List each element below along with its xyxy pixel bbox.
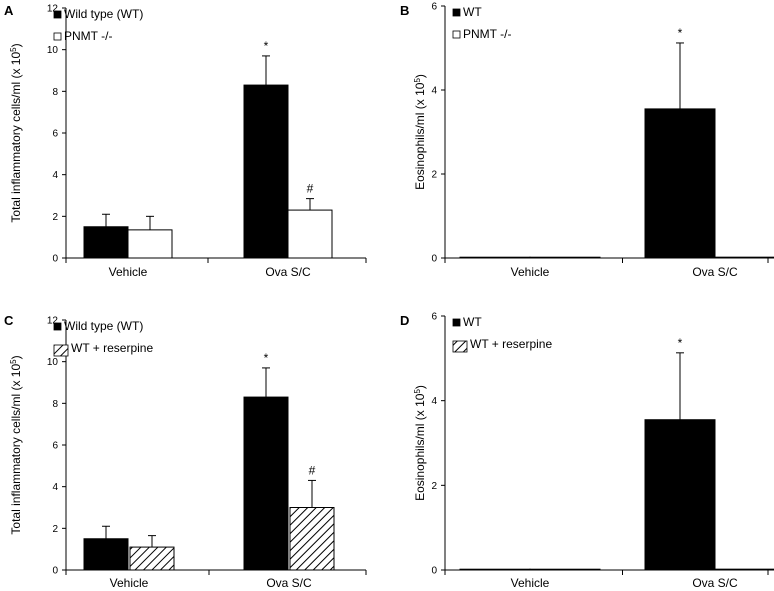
significance-marker: * xyxy=(678,26,683,40)
y-tick-label: 4 xyxy=(431,86,437,97)
y-tick-label: 10 xyxy=(47,45,59,56)
legend-swatch xyxy=(452,340,468,353)
y-tick-label: 0 xyxy=(52,254,58,265)
significance-marker: * xyxy=(264,39,269,53)
bar xyxy=(529,256,601,259)
panel-a: A 0 2 4 6 8 10 12 Total inflammatory cells/ml (x… xyxy=(4,3,367,279)
category-label: Vehicle xyxy=(511,265,550,279)
y-tick-label: 2 xyxy=(52,212,58,223)
bar xyxy=(243,84,289,259)
bar xyxy=(243,396,289,571)
y-tick-label: 6 xyxy=(431,312,437,323)
y-axis-label: Eosinophils/ml (x 105) xyxy=(413,385,428,501)
panel-letter: D xyxy=(400,313,409,328)
bar xyxy=(459,568,531,571)
y-axis-label: Total inflammatory cells/ml (x 105) xyxy=(9,355,24,534)
legend-swatch xyxy=(53,322,62,331)
significance-marker: # xyxy=(307,182,314,196)
category-label: Vehicle xyxy=(110,576,149,590)
bar xyxy=(129,546,175,571)
legend-label: WT xyxy=(463,315,482,329)
y-tick-label: 6 xyxy=(431,2,437,13)
legend-label: Wild type (WT) xyxy=(64,319,143,333)
y-tick-label: 12 xyxy=(47,4,59,15)
category-label: Ova S/C xyxy=(265,265,311,279)
y-tick-label: 8 xyxy=(52,399,58,410)
panel-letter: B xyxy=(400,3,409,18)
bar xyxy=(644,419,716,571)
y-tick-label: 0 xyxy=(431,254,437,265)
panel-letter: C xyxy=(4,313,14,328)
y-axis-label: Total inflammatory cells/ml (x 105) xyxy=(9,43,24,222)
bar xyxy=(83,538,129,571)
y-tick-label: 12 xyxy=(47,316,59,327)
bar xyxy=(644,108,716,259)
significance-marker: * xyxy=(264,351,269,365)
bar xyxy=(127,229,173,259)
panel-letter: A xyxy=(4,3,14,18)
legend-label: PNMT -/- xyxy=(64,29,112,43)
bar xyxy=(287,209,333,259)
y-tick-label: 6 xyxy=(52,129,58,140)
category-label: Vehicle xyxy=(511,576,550,590)
legend-label: WT + reserpine xyxy=(71,341,153,355)
significance-marker: * xyxy=(678,336,683,350)
y-tick-label: 4 xyxy=(52,170,58,181)
legend-swatch xyxy=(53,10,62,19)
category-label: Ova S/C xyxy=(266,576,312,590)
significance-marker: # xyxy=(309,463,316,477)
bar xyxy=(714,256,774,259)
y-tick-label: 2 xyxy=(431,170,437,181)
bar xyxy=(714,568,774,571)
panel-c: C 0 2 4 6 8 10 12 Total inflammatory cells/ml (x… xyxy=(4,313,367,590)
legend-swatch xyxy=(452,30,461,39)
legend-label: WT + reserpine xyxy=(470,337,552,351)
y-tick-label: 4 xyxy=(431,396,437,407)
y-tick-label: 0 xyxy=(431,566,437,577)
y-tick-label: 10 xyxy=(47,357,59,368)
category-label: Vehicle xyxy=(109,265,148,279)
legend-label: PNMT -/- xyxy=(463,27,511,41)
y-axis-label: Eosinophils/ml (x 105) xyxy=(413,74,428,190)
bar xyxy=(83,226,129,259)
bar xyxy=(459,256,531,259)
legend-swatch xyxy=(452,318,461,327)
panel-d: D 0 2 4 6 Eosinophils/ml (x 105) * Vehicle Ova S… xyxy=(400,312,774,590)
legend-label: Wild type (WT) xyxy=(64,7,143,21)
y-tick-label: 6 xyxy=(52,441,58,452)
panel-b: B 0 2 4 6 Eosinophils/ml (x 105) * Vehicle Ova S… xyxy=(400,2,774,279)
legend-swatch xyxy=(53,344,69,357)
y-tick-label: 8 xyxy=(52,87,58,98)
y-tick-label: 0 xyxy=(52,566,58,577)
bar xyxy=(529,568,601,571)
category-label: Ova S/C xyxy=(692,265,738,279)
y-tick-label: 2 xyxy=(52,524,58,535)
legend-label: WT xyxy=(463,5,482,19)
y-tick-label: 2 xyxy=(431,481,437,492)
y-tick-label: 4 xyxy=(52,482,58,493)
legend-swatch xyxy=(452,8,461,17)
category-label: Ova S/C xyxy=(692,576,738,590)
bar xyxy=(289,507,335,571)
legend-swatch xyxy=(53,32,62,41)
